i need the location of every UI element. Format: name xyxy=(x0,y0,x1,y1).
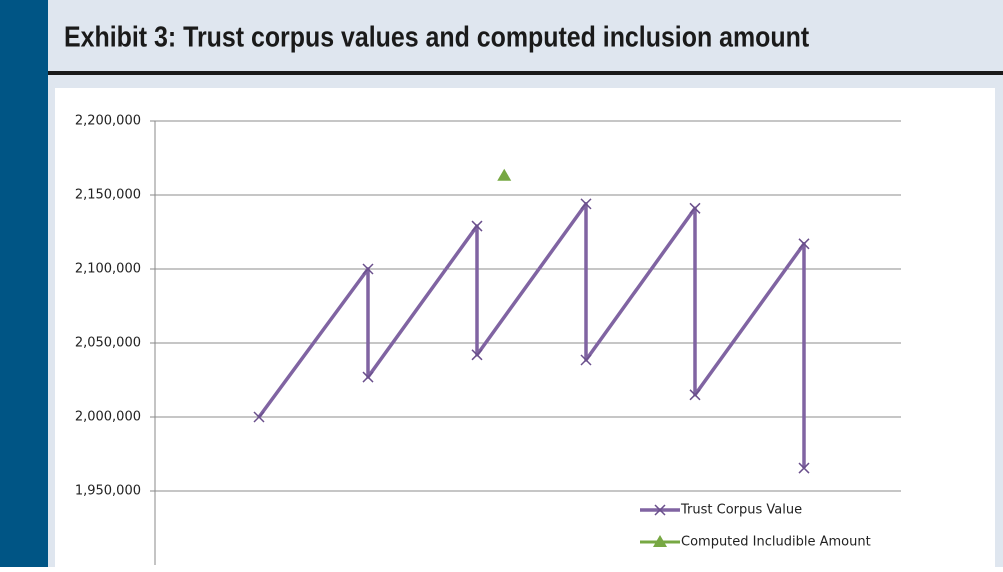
marker xyxy=(253,411,265,423)
marker xyxy=(798,462,810,474)
y-tick-label: 2,000,000 xyxy=(75,410,141,425)
marker xyxy=(362,371,374,383)
side-bar xyxy=(0,0,48,567)
y-tick-label: 2,100,000 xyxy=(75,262,141,277)
marker xyxy=(689,389,701,401)
legend-label: Computed Includible Amount xyxy=(681,535,871,550)
marker xyxy=(798,238,810,250)
marker xyxy=(471,220,483,232)
marker xyxy=(471,349,483,361)
legend-marker xyxy=(654,504,666,516)
marker xyxy=(580,354,592,366)
marker xyxy=(362,263,374,275)
chart-title: Exhibit 3: Trust corpus values and compu… xyxy=(64,21,809,53)
title-rule xyxy=(48,71,1003,75)
y-tick-label: 1,950,000 xyxy=(75,484,141,499)
legend-marker xyxy=(653,535,667,547)
y-tick-label: 2,150,000 xyxy=(75,188,141,203)
y-tick-label: 2,200,000 xyxy=(75,114,141,129)
plot-area xyxy=(55,88,995,567)
marker xyxy=(580,198,592,210)
marker xyxy=(497,168,512,181)
legend-label: Trust Corpus Value xyxy=(680,503,802,518)
y-tick-label: 2,050,000 xyxy=(75,336,141,351)
marker xyxy=(689,202,701,214)
